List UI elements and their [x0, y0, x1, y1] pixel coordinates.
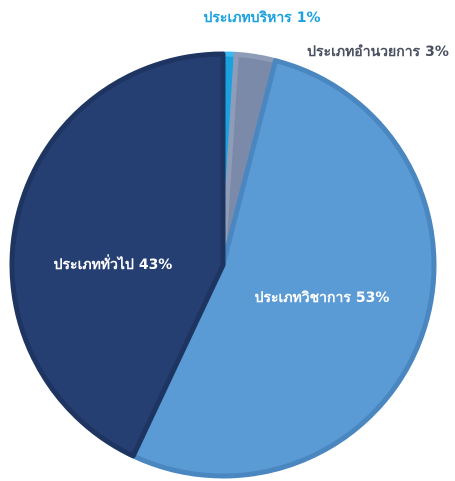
slice-label: ประเภททั่วไป 43%: [54, 254, 173, 273]
slice-label: ประเภทวิชาการ 53%: [255, 290, 390, 306]
slice-value: 53%: [356, 290, 390, 306]
slice-label: ประเภทอำนวยการ 3%: [307, 44, 449, 60]
slice-value: 1%: [297, 10, 321, 26]
slice-category: ประเภทบริหาร: [204, 10, 293, 26]
pie-slice: [9, 51, 226, 459]
slice-category: ประเภทวิชาการ: [255, 290, 352, 306]
slice-category: ประเภทอำนวยการ: [307, 44, 420, 60]
slice-value: 43%: [139, 257, 173, 273]
slice-value: 3%: [425, 44, 449, 60]
slice-category: ประเภททั่วไป: [54, 254, 134, 273]
pie-slice: [130, 58, 437, 479]
slice-label: ประเภทบริหาร 1%: [204, 10, 321, 26]
